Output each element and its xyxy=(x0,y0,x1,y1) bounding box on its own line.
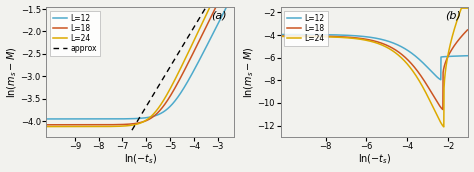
L=18 xyxy=(128,123,134,125)
Text: (b): (b) xyxy=(445,11,461,21)
approx xyxy=(151,92,157,94)
L=12 xyxy=(386,40,392,42)
L=18 xyxy=(465,29,470,31)
L=24 xyxy=(438,123,444,125)
Line: L=18: L=18 xyxy=(281,30,467,110)
L=18 xyxy=(391,48,397,50)
Legend: L=12, L=18, L=24: L=12, L=18, L=24 xyxy=(284,11,328,46)
L=18 xyxy=(44,124,49,126)
L=12 xyxy=(439,56,445,58)
L=12 xyxy=(278,34,283,36)
L=18 xyxy=(397,52,402,54)
L=18 xyxy=(169,92,174,94)
L=24 xyxy=(77,126,82,128)
Y-axis label: $\ln(m_s - M)$: $\ln(m_s - M)$ xyxy=(243,46,256,98)
L=18 xyxy=(289,35,295,37)
approx xyxy=(129,129,135,131)
approx xyxy=(186,35,191,37)
L=12 xyxy=(397,45,402,47)
L=12 xyxy=(185,80,191,82)
L=12 xyxy=(419,61,425,63)
L=24 xyxy=(92,126,98,128)
L=12 xyxy=(92,118,98,120)
L=12 xyxy=(169,104,174,106)
L=12 xyxy=(289,34,295,36)
L=12 xyxy=(438,79,444,81)
Y-axis label: $\ln(m_s - M)$: $\ln(m_s - M)$ xyxy=(6,46,19,98)
X-axis label: $\ln(-t_s)$: $\ln(-t_s)$ xyxy=(358,153,391,166)
L=12 xyxy=(391,42,397,44)
Line: approx: approx xyxy=(132,0,227,130)
L=24 xyxy=(289,35,295,37)
Line: L=12: L=12 xyxy=(281,35,467,80)
L=12 xyxy=(154,114,160,116)
Line: L=12: L=12 xyxy=(46,0,234,119)
L=12 xyxy=(44,118,49,120)
L=12 xyxy=(77,118,82,120)
L=24 xyxy=(128,124,134,126)
L=24 xyxy=(185,52,191,55)
L=24 xyxy=(154,109,160,111)
L=24 xyxy=(465,7,470,9)
L=18 xyxy=(154,112,160,114)
L=24 xyxy=(386,47,392,50)
L=24 xyxy=(278,35,283,37)
L=18 xyxy=(386,45,392,47)
X-axis label: $\ln(-t_s)$: $\ln(-t_s)$ xyxy=(124,153,157,166)
Line: L=24: L=24 xyxy=(46,0,234,127)
Text: (a): (a) xyxy=(211,11,227,21)
L=18 xyxy=(278,35,283,37)
L=24 xyxy=(459,7,465,9)
L=12 xyxy=(128,118,134,120)
L=18 xyxy=(185,63,191,65)
L=18 xyxy=(438,107,444,109)
approx xyxy=(147,99,153,101)
L=24 xyxy=(397,55,402,57)
Legend: L=12, L=18, L=24, approx: L=12, L=18, L=24, approx xyxy=(50,11,100,56)
L=12 xyxy=(465,55,470,57)
L=24 xyxy=(419,85,425,87)
Line: L=24: L=24 xyxy=(281,8,467,127)
L=24 xyxy=(441,126,447,128)
L=18 xyxy=(440,109,446,111)
L=24 xyxy=(169,85,174,87)
L=24 xyxy=(391,51,397,53)
Line: L=18: L=18 xyxy=(46,0,234,125)
L=18 xyxy=(92,124,98,126)
L=18 xyxy=(419,77,425,79)
L=24 xyxy=(44,126,49,128)
L=18 xyxy=(77,124,82,126)
approx xyxy=(178,48,184,50)
